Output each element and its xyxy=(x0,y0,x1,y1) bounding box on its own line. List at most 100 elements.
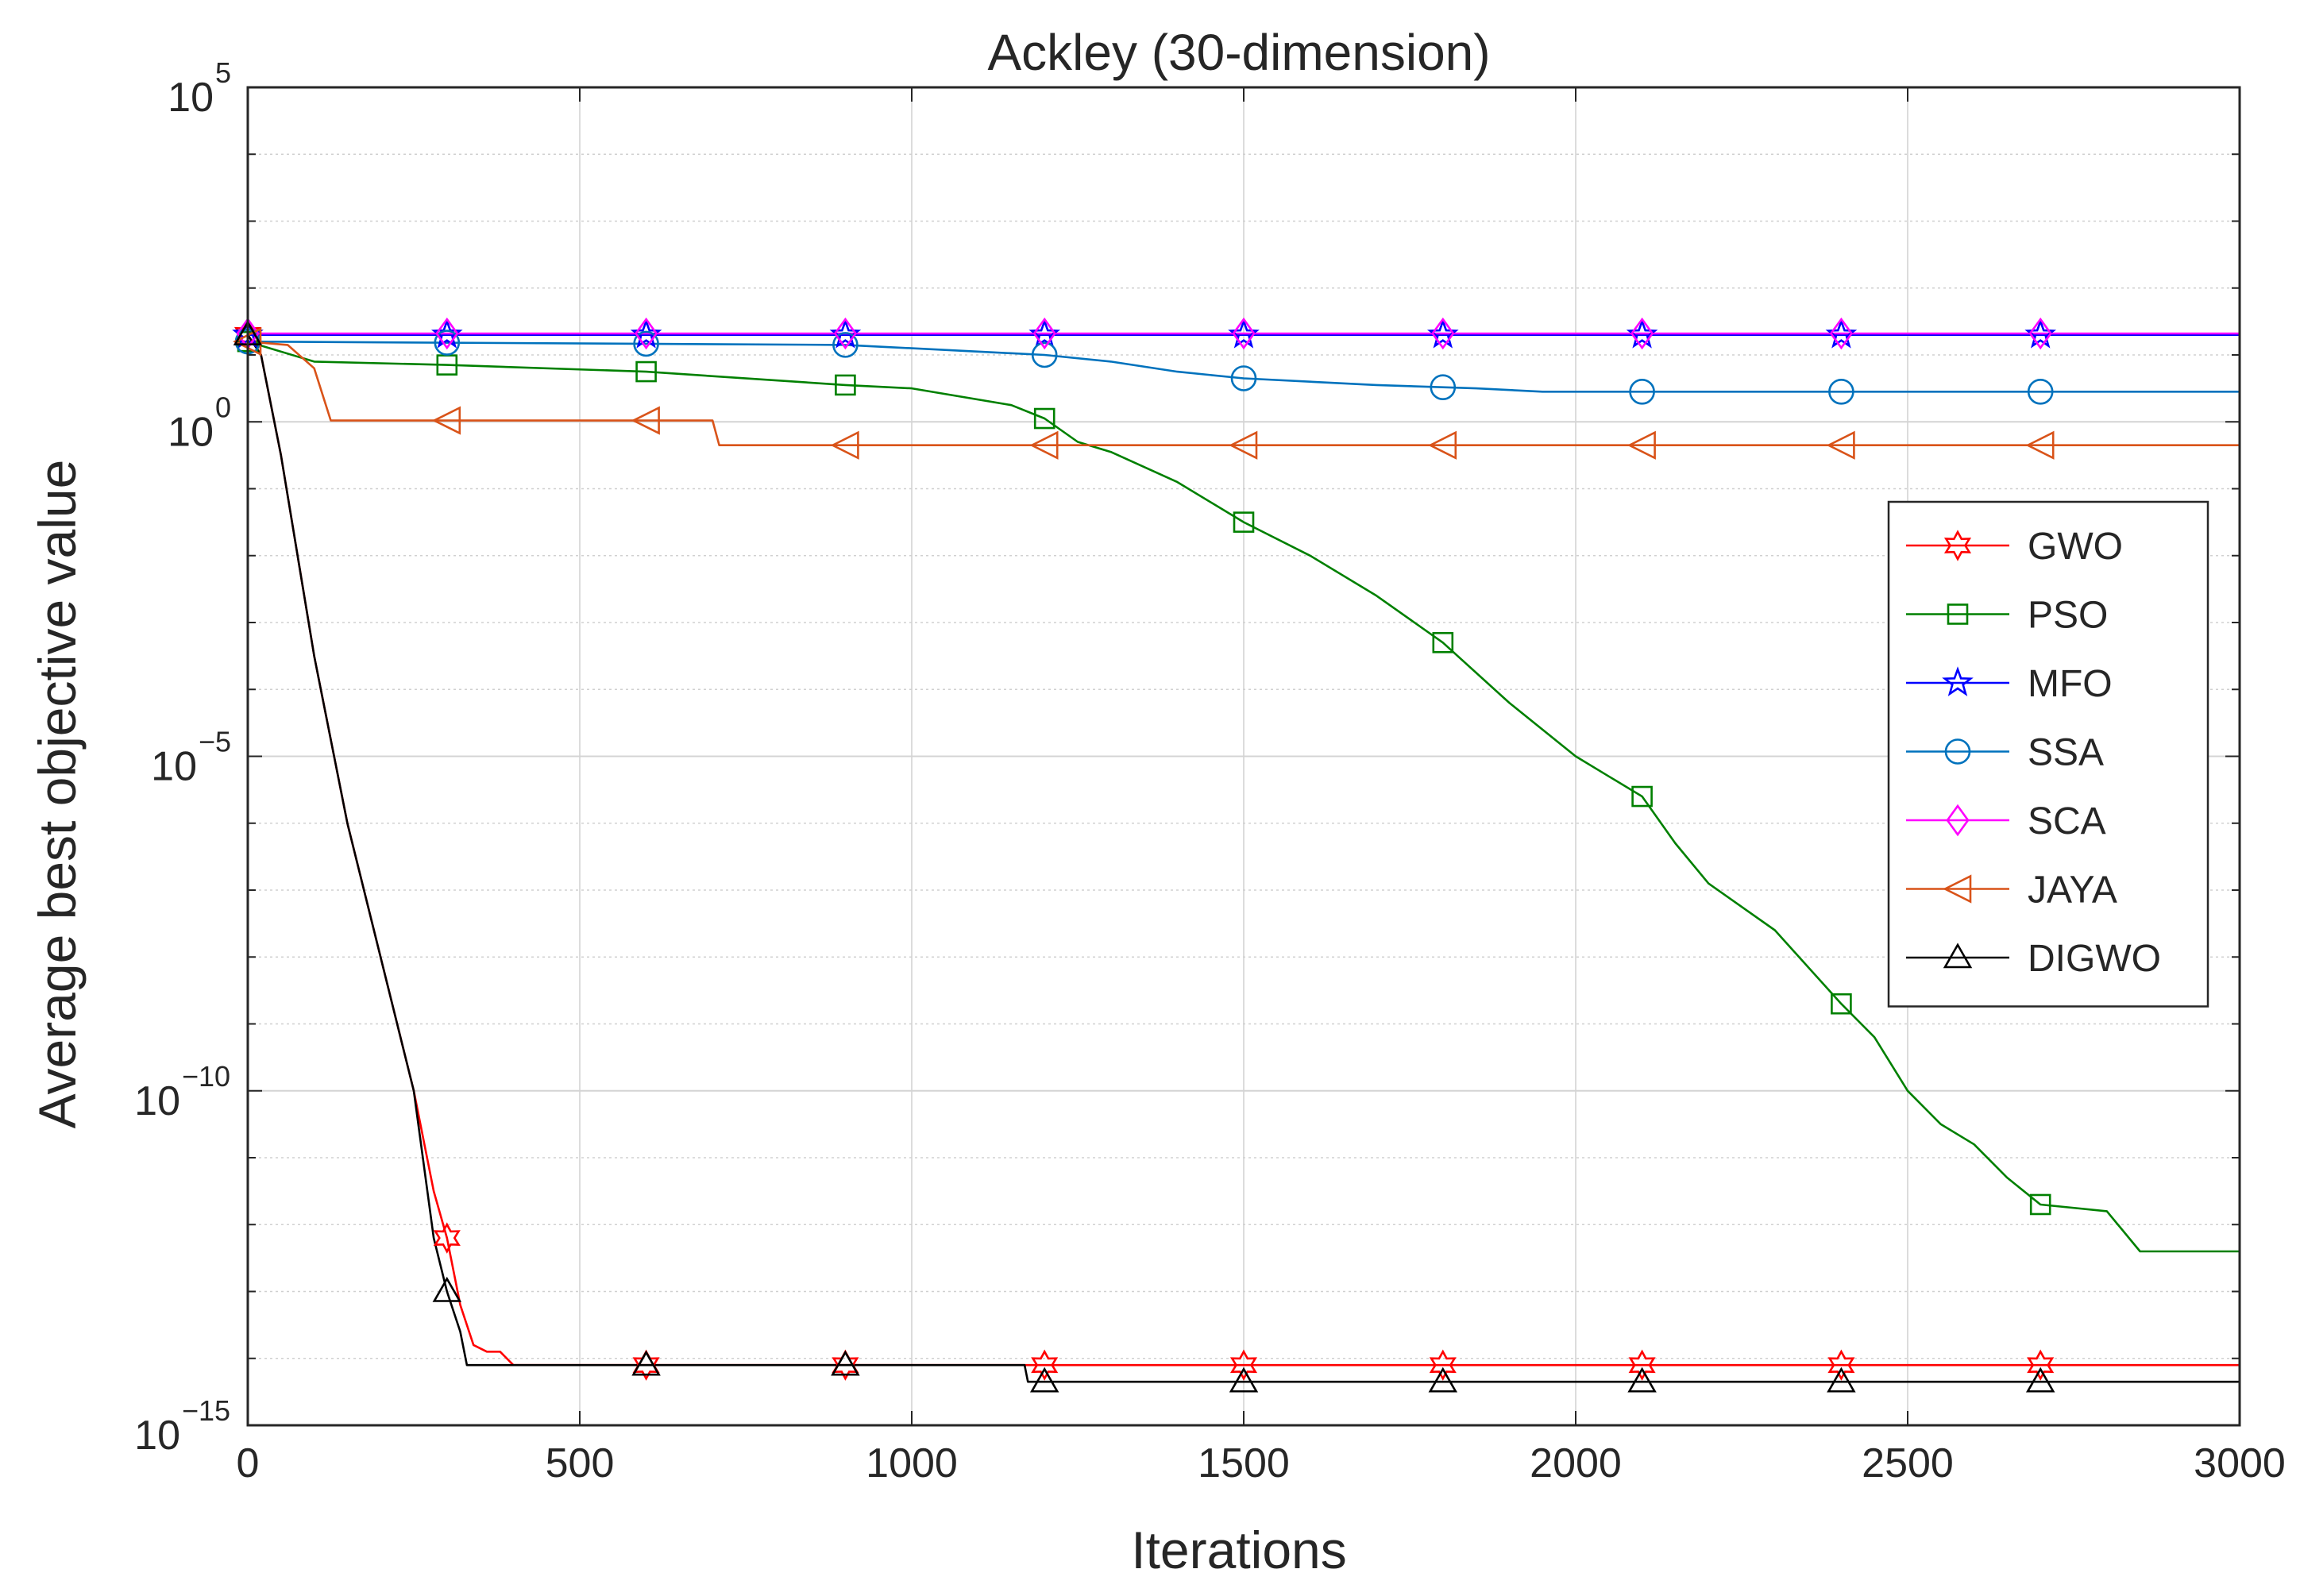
legend-label-jaya: JAYA xyxy=(2028,869,2117,912)
marker-sca xyxy=(1829,317,1854,350)
marker-digwo xyxy=(1029,1367,1059,1393)
legend-label-gwo: GWO xyxy=(2028,526,2123,568)
marker-digwo xyxy=(831,1350,860,1376)
marker-jaya xyxy=(2025,430,2055,460)
y-tick-exponent: 5 xyxy=(215,56,231,89)
marker-mfo xyxy=(1626,318,1658,349)
x-tick-label: 1500 xyxy=(1198,1440,1290,1486)
legend-label-sca: SCA xyxy=(2028,800,2106,842)
series-line-digwo xyxy=(246,333,2240,1383)
marker-ssa xyxy=(1031,341,1058,368)
y-axis-label: Average best objective value xyxy=(28,460,87,1129)
x-tick-label: 2000 xyxy=(1530,1440,1622,1486)
marker-gwo xyxy=(1827,1349,1855,1381)
marker-jaya xyxy=(830,430,859,460)
legend-marker-mfo xyxy=(1942,666,1974,696)
marker-ssa xyxy=(1430,374,1457,401)
legend-box xyxy=(1887,500,2209,1008)
y-tick-exponent: −15 xyxy=(182,1394,230,1427)
marker-sca xyxy=(435,317,459,350)
series-line-pso xyxy=(247,340,2240,1253)
marker-ssa xyxy=(1828,379,1854,405)
legend-marker-jaya xyxy=(1943,874,1972,904)
marker-pso xyxy=(835,374,856,396)
marker-jaya xyxy=(1826,430,1855,460)
series-lines xyxy=(246,332,2240,1383)
marker-jaya xyxy=(1427,430,1457,460)
marker-jaya xyxy=(431,406,461,435)
marker-ssa xyxy=(434,330,461,356)
marker-ssa xyxy=(1230,365,1257,391)
y-tick-label: 10−15 xyxy=(134,1394,230,1459)
y-tick-base: 10 xyxy=(134,1078,180,1124)
y-tick-base: 10 xyxy=(168,75,214,121)
series-markers xyxy=(232,317,2057,1393)
x-tick-label: 500 xyxy=(546,1440,615,1486)
legend-label-pso: PSO xyxy=(2028,595,2108,637)
marker-mfo xyxy=(1426,318,1459,349)
marker-gwo xyxy=(2027,1349,2055,1381)
marker-digwo xyxy=(2025,1367,2055,1393)
y-tick-label: 100 xyxy=(168,391,231,455)
marker-pso xyxy=(2029,1193,2051,1216)
legend-marker-ssa xyxy=(1944,738,1971,765)
marker-pso xyxy=(1033,407,1055,430)
marker-sca xyxy=(833,317,858,350)
grid xyxy=(248,87,2240,1425)
marker-ssa xyxy=(832,332,859,358)
y-tick-exponent: 0 xyxy=(215,391,231,423)
legend-item-sca: SCA xyxy=(1906,800,2106,842)
marker-mfo xyxy=(2024,318,2057,349)
marker-pso xyxy=(635,360,657,383)
marker-jaya xyxy=(1229,430,1258,460)
marker-pso xyxy=(1432,631,1454,653)
marker-gwo xyxy=(433,1222,461,1254)
marker-mfo xyxy=(1028,318,1061,349)
y-tick-exponent: −10 xyxy=(182,1060,230,1093)
legend: GWO PSO MFO SSA SCA JAYA DIGWO xyxy=(1887,500,2209,1008)
legend-item-ssa: SSA xyxy=(1906,732,2104,774)
marker-digwo xyxy=(1627,1367,1657,1393)
marker-gwo xyxy=(1429,1349,1457,1381)
marker-gwo xyxy=(1628,1349,1656,1381)
x-tick-label: 3000 xyxy=(2194,1440,2286,1486)
legend-marker-pso xyxy=(1947,603,1969,625)
y-tick-label: 10−10 xyxy=(134,1060,230,1124)
y-tick-base: 10 xyxy=(134,1413,180,1459)
y-tick-base: 10 xyxy=(168,409,214,455)
marker-digwo xyxy=(1229,1367,1259,1393)
legend-marker-gwo xyxy=(1943,530,1972,561)
marker-gwo xyxy=(832,1349,859,1381)
legend-item-mfo: MFO xyxy=(1906,663,2113,705)
marker-sca xyxy=(1431,317,1455,350)
marker-mfo xyxy=(829,318,862,349)
legend-item-jaya: JAYA xyxy=(1906,869,2117,912)
marker-jaya xyxy=(1627,430,1656,460)
legend-item-pso: PSO xyxy=(1906,595,2108,637)
marker-gwo xyxy=(1229,1349,1258,1381)
marker-digwo xyxy=(1827,1367,1856,1393)
y-tick-label: 10−5 xyxy=(151,726,231,790)
series-line-ssa xyxy=(247,340,2240,393)
tick-labels: 0 500 1000 1500 2000 2500 300010510010−510−101… xyxy=(134,56,2286,1486)
legend-label-mfo: MFO xyxy=(2028,663,2113,705)
series-line-jaya xyxy=(247,340,2240,446)
marker-mfo xyxy=(1228,318,1260,349)
x-axis-label: Iterations xyxy=(1131,1521,1346,1579)
marker-ssa xyxy=(1629,379,1655,405)
x-tick-label: 2500 xyxy=(1862,1440,1954,1486)
marker-gwo xyxy=(1031,1349,1059,1381)
marker-digwo xyxy=(432,1276,462,1302)
marker-gwo xyxy=(632,1349,660,1381)
marker-mfo xyxy=(630,318,662,349)
legend-marker-sca xyxy=(1946,804,1970,837)
legend-label-digwo: DIGWO xyxy=(2028,938,2161,980)
y-tick-exponent: −5 xyxy=(199,726,231,758)
legend-item-digwo: DIGWO xyxy=(1906,938,2161,980)
y-tick-label: 105 xyxy=(168,56,231,121)
marker-pso xyxy=(1831,993,1852,1015)
marker-mfo xyxy=(430,318,463,349)
marker-sca xyxy=(1032,317,1056,350)
legend-label-ssa: SSA xyxy=(2028,732,2104,774)
